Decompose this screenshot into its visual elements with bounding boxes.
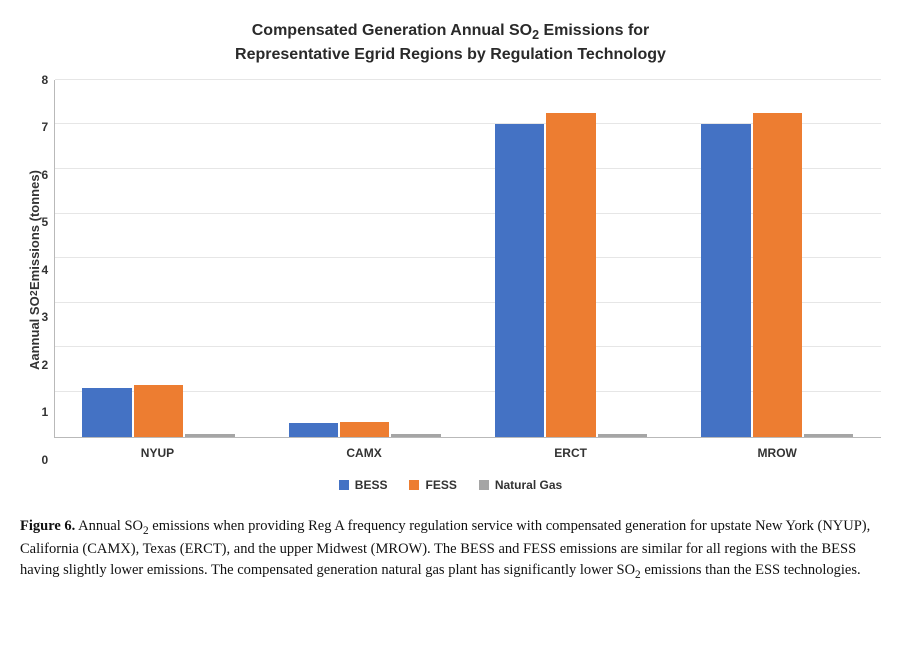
bar	[598, 434, 647, 436]
bar	[753, 113, 802, 437]
legend-swatch	[479, 480, 489, 490]
x-axis-labels: NYUPCAMXERCTMROW	[54, 438, 880, 460]
bars-layer	[55, 80, 880, 437]
y-axis-ticks: 876543210	[42, 80, 55, 460]
x-tick-label: CAMX	[261, 438, 468, 460]
plot-wrap: Aannual SO2 Emissions (tonnes) 876543210…	[21, 80, 881, 460]
x-tick-label: NYUP	[54, 438, 261, 460]
x-tick-label: MROW	[674, 438, 881, 460]
figure-caption: Figure 6. Annual SO2 emissions when prov…	[20, 516, 881, 584]
chart-title-line1: Compensated Generation Annual SO2 Emissi…	[252, 22, 650, 39]
chart-title: Compensated Generation Annual SO2 Emissi…	[21, 20, 881, 66]
bar	[340, 422, 389, 436]
bar-group	[468, 80, 674, 437]
bar	[804, 434, 853, 436]
bar	[391, 434, 440, 436]
legend-item: Natural Gas	[479, 478, 562, 492]
bar-group	[55, 80, 261, 437]
legend-item: FESS	[409, 478, 456, 492]
bar	[546, 113, 595, 437]
bar	[82, 388, 131, 437]
legend-label: Natural Gas	[495, 478, 562, 492]
caption-text: Annual SO2 emissions when providing Reg …	[20, 518, 870, 578]
chart-container: Compensated Generation Annual SO2 Emissi…	[21, 20, 881, 492]
legend: BESS FESS Natural Gas	[21, 478, 881, 492]
caption-label: Figure 6.	[20, 518, 75, 534]
legend-label: BESS	[355, 478, 388, 492]
bar	[134, 385, 183, 436]
legend-label: FESS	[425, 478, 456, 492]
legend-swatch	[409, 480, 419, 490]
y-axis-title: Aannual SO2 Emissions (tonnes)	[21, 80, 42, 460]
bar	[185, 434, 234, 436]
legend-swatch	[339, 480, 349, 490]
bar-group	[262, 80, 468, 437]
bar	[289, 423, 338, 436]
x-tick-label: ERCT	[467, 438, 674, 460]
chart-title-line2: Representative Egrid Regions by Regulati…	[235, 46, 666, 63]
bar	[701, 124, 750, 436]
plot-area	[54, 80, 880, 438]
bar-group	[674, 80, 880, 437]
legend-item: BESS	[339, 478, 388, 492]
bar	[495, 124, 544, 436]
